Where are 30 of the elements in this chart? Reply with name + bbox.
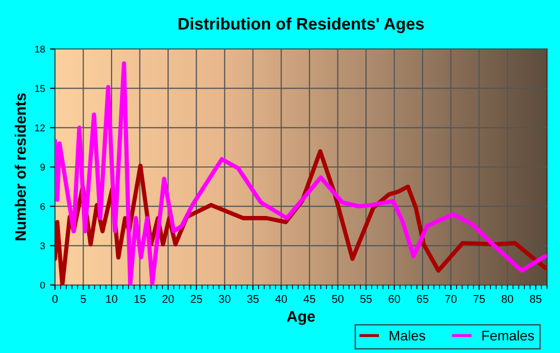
- legend-label: Males: [390, 330, 426, 341]
- x-tick-label: 5: [80, 295, 86, 303]
- x-axis-title: Age: [286, 311, 315, 325]
- legend-label: Females: [482, 330, 534, 341]
- x-tick-label: 70: [445, 295, 457, 303]
- y-tick-label: 6: [40, 203, 45, 210]
- y-tick-label: 9: [40, 164, 45, 171]
- x-tick-label: 10: [106, 295, 118, 303]
- x-tick-label: 80: [502, 295, 514, 303]
- y-tick-label: 3: [40, 242, 45, 250]
- x-tick-label: 30: [218, 295, 230, 303]
- x-tick-label: 25: [190, 295, 202, 303]
- x-tick-label: 15: [134, 295, 146, 303]
- y-tick-label: 0: [40, 282, 45, 289]
- x-tick-label: 55: [360, 295, 372, 303]
- x-tick-label: 50: [332, 295, 344, 303]
- x-tick-label: 45: [304, 295, 316, 303]
- x-tick-label: 65: [416, 295, 428, 303]
- x-tick-label: 60: [388, 295, 400, 303]
- chart-title: Distribution of Residents' Ages: [178, 17, 424, 34]
- x-tick-label: 75: [474, 295, 485, 303]
- x-tick-label: 85: [530, 295, 542, 303]
- y-tick-label: 12: [35, 124, 45, 132]
- y-tick-label: 18: [35, 46, 45, 53]
- x-tick-label: 20: [162, 295, 174, 303]
- x-tick-label: 0: [52, 295, 58, 303]
- x-tick-label: 40: [275, 295, 287, 303]
- x-tick-label: 35: [247, 295, 259, 303]
- y-tick-label: 15: [35, 85, 45, 92]
- y-axis-title: Number of residents: [14, 93, 26, 240]
